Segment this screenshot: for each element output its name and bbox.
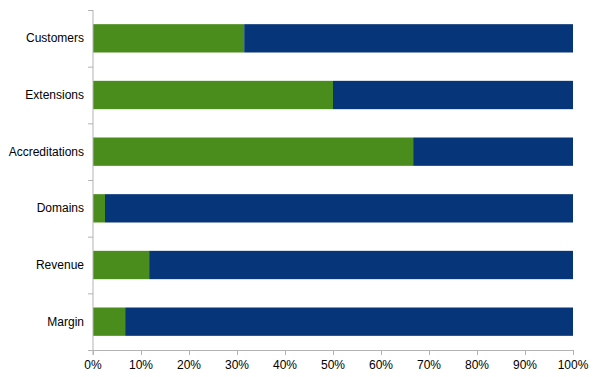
bar-segment (93, 194, 105, 222)
x-tick-label: 60% (369, 358, 393, 372)
x-tick (429, 350, 430, 355)
x-tick (573, 350, 574, 355)
category-separator-tick (88, 180, 93, 181)
category-separator-tick (88, 10, 93, 11)
bars (93, 24, 573, 336)
category-label: Revenue (36, 258, 84, 272)
bar-segment (93, 251, 149, 279)
category-label: Accreditations (9, 145, 84, 159)
x-tick (93, 350, 94, 355)
x-tick-label: 0% (84, 358, 102, 372)
category-label: Customers (26, 31, 84, 45)
category-label: Extensions (25, 88, 84, 102)
x-tick (141, 350, 142, 355)
x-tick (525, 350, 526, 355)
x-tick (285, 350, 286, 355)
x-tick-label: 30% (225, 358, 249, 372)
bar-segment (333, 81, 573, 109)
x-tick-label: 100% (558, 358, 589, 372)
x-tick-label: 90% (513, 358, 537, 372)
chart-container: 0% 10% 20% 30% 40% 50% 60% 70% 80% 90% 100% Custome… (0, 0, 600, 377)
category-separator-tick (88, 237, 93, 238)
bar-segment (125, 308, 573, 336)
category-separator-tick (88, 123, 93, 124)
x-tick (333, 350, 334, 355)
bar-segment (93, 138, 413, 166)
bar-segment (149, 251, 573, 279)
x-tick-label: 20% (177, 358, 201, 372)
chart-svg: 0% 10% 20% 30% 40% 50% 60% 70% 80% 90% 100% Custome… (0, 0, 600, 377)
category-separator-tick (88, 293, 93, 294)
x-tick-label: 80% (465, 358, 489, 372)
x-tick (237, 350, 238, 355)
x-tick-label: 70% (417, 358, 441, 372)
bar-segment (93, 81, 333, 109)
x-tick (189, 350, 190, 355)
bar-segment (93, 24, 244, 52)
x-tick-label: 40% (273, 358, 297, 372)
x-axis-line (88, 350, 573, 351)
x-tick-label: 50% (321, 358, 345, 372)
category-label: Domains (37, 201, 84, 215)
bar-segment (105, 194, 573, 222)
bar-segment (413, 138, 573, 166)
x-tick (477, 350, 478, 355)
bar-segment (93, 308, 125, 336)
category-label: Margin (47, 315, 84, 329)
bar-segment (244, 24, 573, 52)
x-tick (381, 350, 382, 355)
x-tick-label: 10% (129, 358, 153, 372)
axes (88, 10, 574, 355)
category-separator-tick (88, 67, 93, 68)
y-axis-line (93, 10, 94, 355)
